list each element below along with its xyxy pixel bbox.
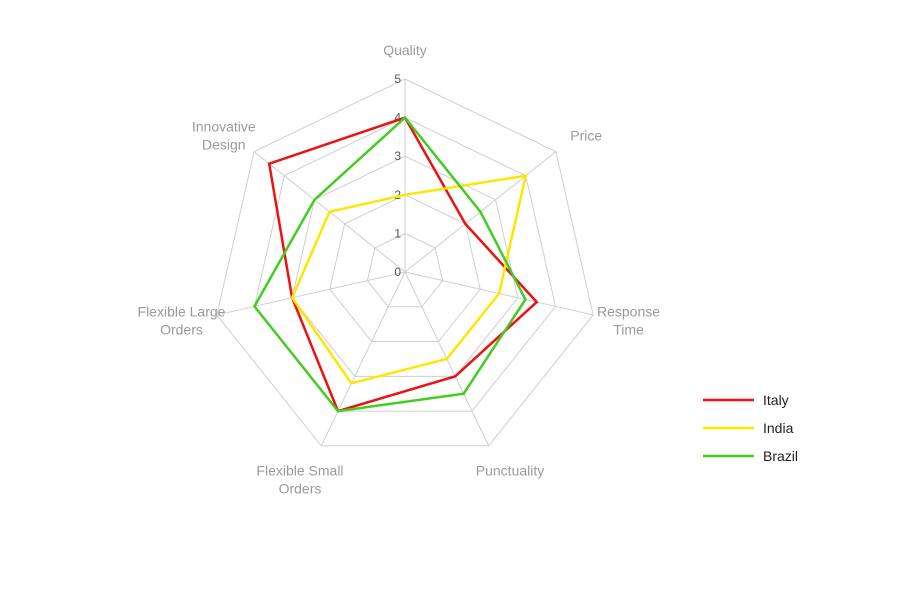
tick-label: 5 [394,72,401,86]
axis-label: Punctuality [476,462,544,478]
tick-label: 0 [394,265,401,279]
axis-label: Response [597,304,660,320]
axis-label: Flexible Small [256,462,343,478]
grid-ring-2 [329,194,481,343]
series-line-brazil [252,115,527,413]
axis-label: Orders [160,322,203,338]
legend-label: Brazil [763,448,798,464]
grid-spoke [320,271,406,447]
tick-label: 2 [394,188,401,202]
series-lines [252,115,539,413]
tick-label: 3 [394,149,401,163]
grid-spoke [216,271,406,316]
legend: Italy India Brazil [703,392,798,464]
axis-label: Price [570,127,602,143]
series-line-italy [267,116,539,413]
grid-ring-4 [253,117,557,412]
axis-label: Quality [383,42,427,58]
series-line-india [290,174,528,385]
grid [216,78,594,447]
legend-label: India [763,420,794,436]
legend-label: Italy [763,392,789,408]
grid-ring-1 [366,232,444,308]
axis-label: Flexible Large [138,304,226,320]
axis-label: Orders [279,480,322,496]
grid-ring-5 [216,78,594,447]
axis-label: Innovative [192,118,256,134]
tick-label: 4 [394,111,401,125]
axis-labels: Quality Price Response Time Punctuality Flexi… [138,42,661,496]
grid-ring-3 [291,155,519,377]
axis-label: Design [202,136,246,152]
tick-label: 1 [394,226,401,240]
axis-label: Time [613,322,644,338]
radial-ticks: 0 1 2 3 4 5 [394,72,401,279]
